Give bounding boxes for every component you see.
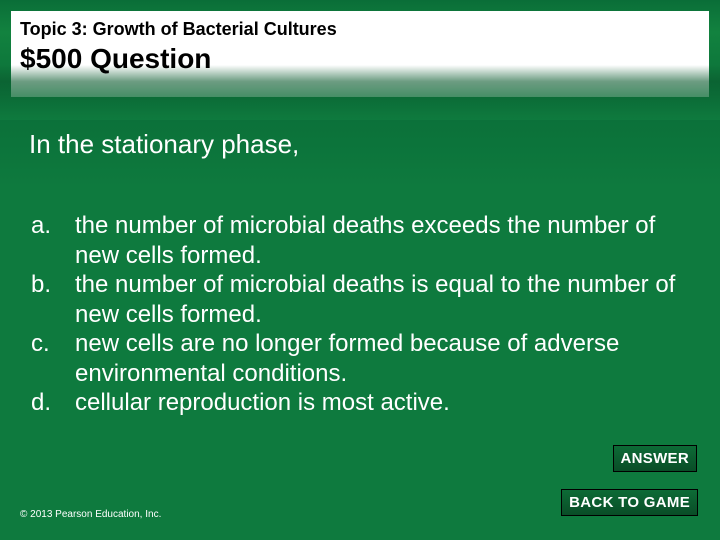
option-c: new cells are no longer formed because o… [29,329,680,388]
back-to-game-button[interactable]: BACK TO GAME [561,489,698,516]
topic-label: Topic 3: Growth of Bacterial Cultures [20,19,337,40]
question-stem: In the stationary phase, [29,129,299,160]
answer-options: the number of microbial deaths exceeds t… [29,211,680,418]
option-b: the number of microbial deaths is equal … [29,270,680,329]
copyright: © 2013 Pearson Education, Inc. [20,509,161,520]
price-label: $500 Question [20,43,211,75]
answer-button[interactable]: ANSWER [613,445,697,472]
option-d: cellular reproduction is most active. [29,388,680,418]
option-a: the number of microbial deaths exceeds t… [29,211,680,270]
